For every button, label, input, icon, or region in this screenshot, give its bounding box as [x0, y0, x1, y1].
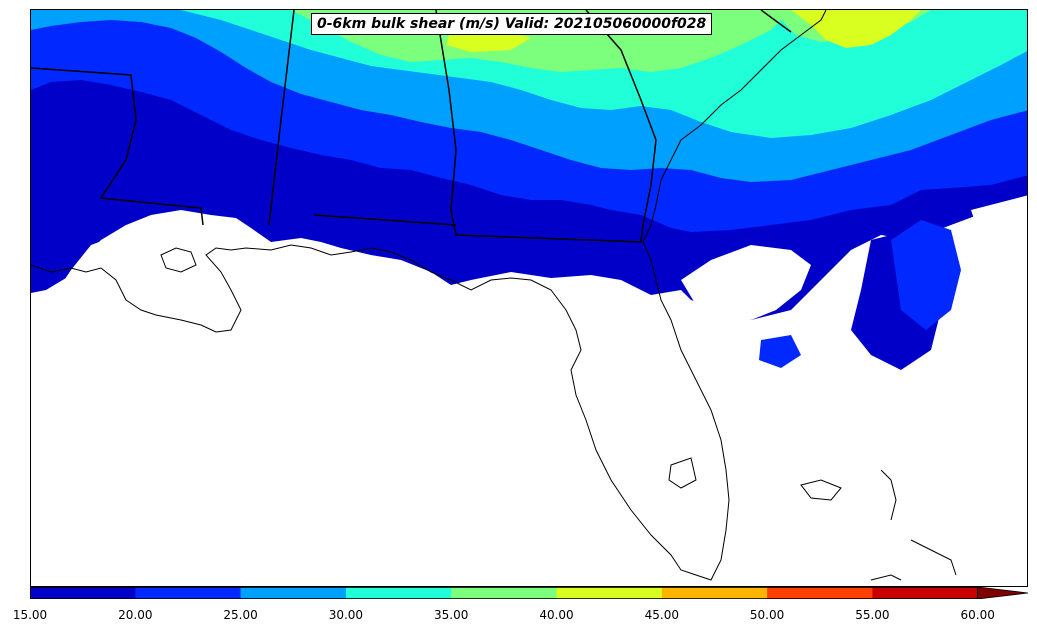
coastline [31, 10, 957, 581]
map-title: 0-6km bulk shear (m/s) Valid: 2021050600… [311, 13, 713, 35]
colorbar [30, 587, 1028, 599]
shear-band-20-25-east-cells [891, 220, 961, 330]
colorbar-segment [767, 587, 873, 599]
colorbar-tick-label: 15.00 [12, 608, 48, 622]
atlantic-white-area-east [731, 195, 1027, 586]
colorbar-tick-label: 50.00 [749, 608, 785, 622]
colorbar-segment [451, 587, 557, 599]
shear-band-40-45 [791, 10, 921, 48]
colorbar-segment [556, 587, 663, 599]
colorbar-segment [30, 587, 136, 599]
map-canvas [31, 10, 1027, 586]
shear-band-20-25-small-cell [759, 335, 801, 368]
colorbar-tick-label: 55.00 [855, 608, 890, 622]
colorbar-tick-label: 45.00 [644, 608, 679, 622]
colorbar-segment [240, 587, 347, 599]
state-borders [31, 10, 792, 243]
colorbar-tick-label: 35.00 [434, 608, 469, 622]
colorbar-tick-label: 30.00 [328, 608, 364, 622]
colorbar-tick-label: 40.00 [539, 608, 574, 622]
colorbar-tick-label: 25.00 [223, 608, 258, 622]
atlantic-white-area [681, 245, 811, 320]
colorbar-extension [977, 587, 1028, 599]
colorbar-segment [135, 587, 242, 599]
colorbar-segment [345, 587, 452, 599]
colorbar-tick-label: 60.00 [960, 608, 995, 622]
colorbar-tick-label: 20.00 [118, 608, 153, 622]
colorbar-segment [661, 587, 768, 599]
map-frame [30, 9, 1028, 587]
gulf-white-area [31, 225, 731, 586]
colorbar-segment [872, 587, 979, 599]
colorbar-outline [30, 587, 978, 599]
